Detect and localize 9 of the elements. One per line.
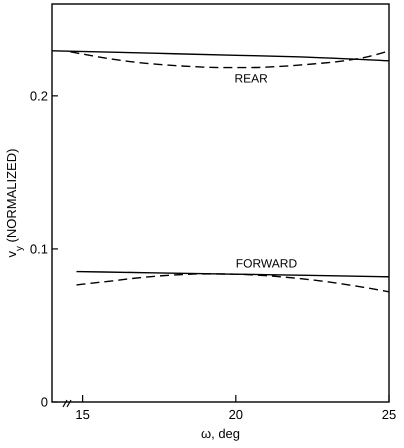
x-tick-label: 15	[75, 407, 90, 422]
series-label: REAR	[234, 72, 268, 86]
y-tick-label: 0.2	[30, 88, 48, 104]
series-label: FORWARD	[236, 256, 298, 271]
y-tick-label: 0.1	[30, 241, 48, 256]
x-tick-label: 20	[228, 407, 244, 422]
y-tick-label: 0	[40, 394, 48, 410]
x-axis-title: ω, deg	[200, 426, 240, 441]
x-tick-label: 25	[382, 407, 396, 422]
